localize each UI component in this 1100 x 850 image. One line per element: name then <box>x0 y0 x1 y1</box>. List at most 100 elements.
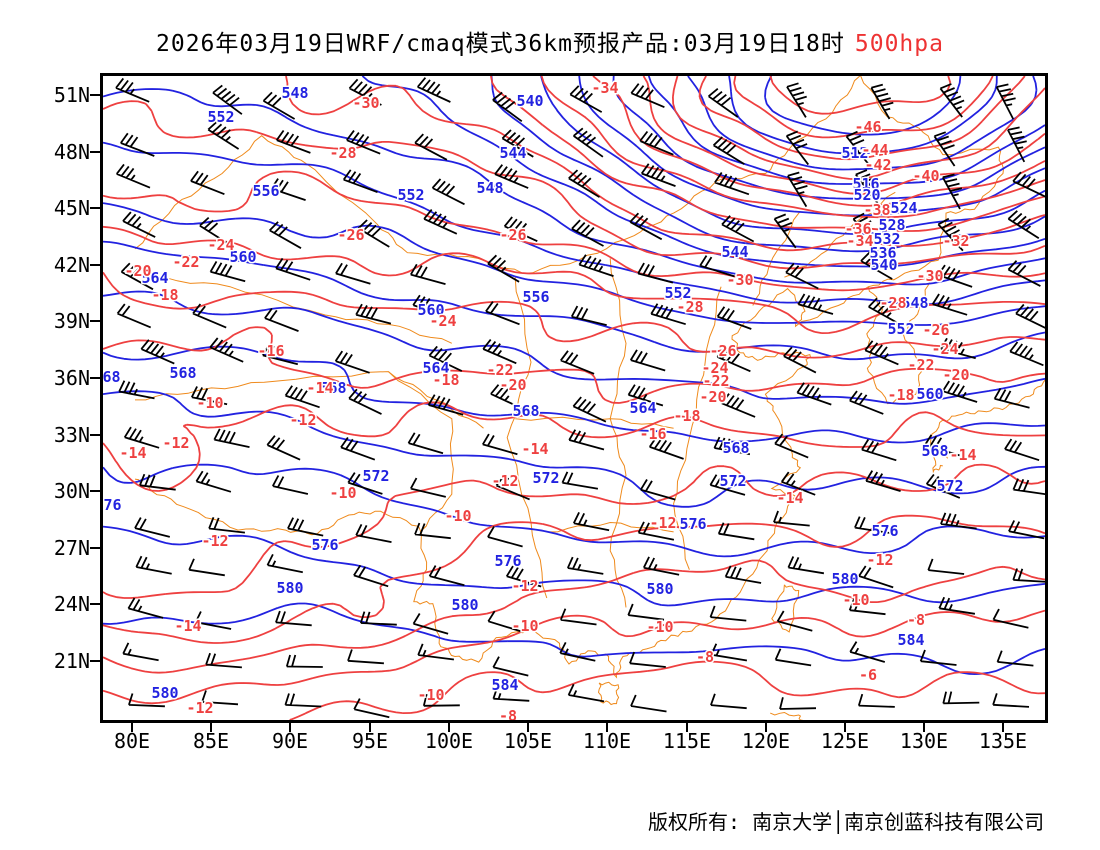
height-label-value: 540 <box>516 92 543 110</box>
boundary-line <box>771 584 800 633</box>
height-label-value: 568 <box>319 379 346 397</box>
height-label-value: 552 <box>887 320 914 338</box>
temp-label-value: -26 <box>499 226 526 244</box>
height-label-value: 532 <box>873 230 900 248</box>
lat-tick-mark <box>90 434 100 436</box>
lon-tick-label: 115E <box>662 729 712 753</box>
temp-label-value: -38 <box>863 201 890 219</box>
height-label-value: 564 <box>629 399 656 417</box>
height-label-value: 572 <box>362 467 389 485</box>
lat-tick-label: 36N <box>53 366 90 390</box>
height-label-value: 568 <box>169 364 196 382</box>
height-label-value: 524 <box>890 199 917 217</box>
lat-tick-mark <box>90 151 100 153</box>
temp-label-value: -10 <box>842 591 869 609</box>
lat-tick-label: 51N <box>53 83 90 107</box>
height-label-value: 568 <box>103 368 121 386</box>
boundary-line <box>150 276 453 344</box>
height-label-value: 556 <box>522 288 549 306</box>
lon-tick-label: 135E <box>978 729 1028 753</box>
height-label-value: 540 <box>870 256 897 274</box>
temp-label-value: -24 <box>931 340 958 358</box>
temp-label-value: -12 <box>186 699 213 717</box>
lon-tick-mark <box>289 723 291 732</box>
boundary-line <box>770 711 804 720</box>
height-label-value: 580 <box>151 684 178 702</box>
lon-tick-mark <box>923 723 925 732</box>
lon-tick-mark <box>527 723 529 732</box>
boundary-line <box>673 286 722 570</box>
temp-label-value: -14 <box>521 440 548 458</box>
height-label-value: 568 <box>921 442 948 460</box>
temp-label-value: -28 <box>329 144 356 162</box>
temp-label-value: -18 <box>432 371 459 389</box>
lat-tick-label: 21N <box>53 649 90 673</box>
temp-label-value: -24 <box>207 236 234 254</box>
temp-label-value: -12 <box>511 577 538 595</box>
temp-label-value: -26 <box>922 321 949 339</box>
lon-tick-mark <box>131 723 133 732</box>
temp-label-value: -8 <box>907 611 925 629</box>
temp-label-value: -14 <box>174 617 201 635</box>
temp-label-value: -40 <box>912 167 939 185</box>
height-label-value: 576 <box>871 522 898 540</box>
temp-label-value: -6 <box>859 666 877 684</box>
lat-tick-mark <box>90 94 100 96</box>
height-label-value: 520 <box>853 186 880 204</box>
height-label-value: 544 <box>499 144 526 162</box>
lat-tick-label: 27N <box>53 536 90 560</box>
height-label-value: 528 <box>878 216 905 234</box>
lon-tick-label: 90E <box>271 729 309 753</box>
lon-tick-label: 130E <box>899 729 949 753</box>
height-label-value: 580 <box>831 570 858 588</box>
temp-label-value: -30 <box>916 267 943 285</box>
height-label-value: 584 <box>491 676 518 694</box>
height-label-value: 556 <box>252 182 279 200</box>
lat-tick-mark <box>90 603 100 605</box>
temp-label-value: -30 <box>352 94 379 112</box>
temp-label-value: -20 <box>942 366 969 384</box>
temp-label-value: -20 <box>499 376 526 394</box>
temp-label-value: -10 <box>511 617 538 635</box>
temp-label-value: -12 <box>162 434 189 452</box>
height-label-value: 552 <box>664 284 691 302</box>
lat-tick-label: 48N <box>53 140 90 164</box>
temp-label-value: -30 <box>726 271 753 289</box>
lon-tick-label: 110E <box>582 729 632 753</box>
lat-tick-mark <box>90 547 100 549</box>
temp-contours-path <box>103 76 1045 720</box>
boundary-line <box>932 450 949 474</box>
temp-label-value: -26 <box>709 342 736 360</box>
temp-label-value: -12 <box>866 551 893 569</box>
height-label-value: 576 <box>311 536 338 554</box>
temp-label-value: -10 <box>196 394 223 412</box>
temp-label-value: -10 <box>329 484 356 502</box>
lat-tick-label: 45N <box>53 196 90 220</box>
height-label-value: 572 <box>936 477 963 495</box>
height-contours-path <box>103 76 1045 675</box>
temp-label-value: -10 <box>444 507 471 525</box>
height-label-value: 552 <box>397 186 424 204</box>
height-contours <box>103 76 1045 675</box>
temp-label-value: -44 <box>861 141 888 159</box>
title-text: 2026年03月19日WRF/cmaq模式36km预报产品:03月19日18时 <box>156 31 845 57</box>
boundary-line <box>597 681 620 706</box>
height-label-value: 560 <box>229 248 256 266</box>
height-label-value: 580 <box>276 579 303 597</box>
temp-label-value: -16 <box>639 425 666 443</box>
temp-label-value: -36 <box>844 220 871 238</box>
height-label-value: 568 <box>512 402 539 420</box>
temp-label-value: -24 <box>701 359 728 377</box>
height-label-value: 564 <box>422 359 449 377</box>
temp-label-value: -32 <box>942 232 969 250</box>
height-label-value: 564 <box>141 269 168 287</box>
lon-tick-label: 105E <box>503 729 553 753</box>
temp-label-value: -12 <box>491 472 518 490</box>
lat-tick-mark <box>90 207 100 209</box>
temp-label-value: -28 <box>879 294 906 312</box>
temp-label-value: -24 <box>429 312 456 330</box>
lat-tick-label: 33N <box>53 423 90 447</box>
temp-label-value: -22 <box>907 356 934 374</box>
temp-label-value: -14 <box>949 446 976 464</box>
lat-tick-mark <box>90 320 100 322</box>
